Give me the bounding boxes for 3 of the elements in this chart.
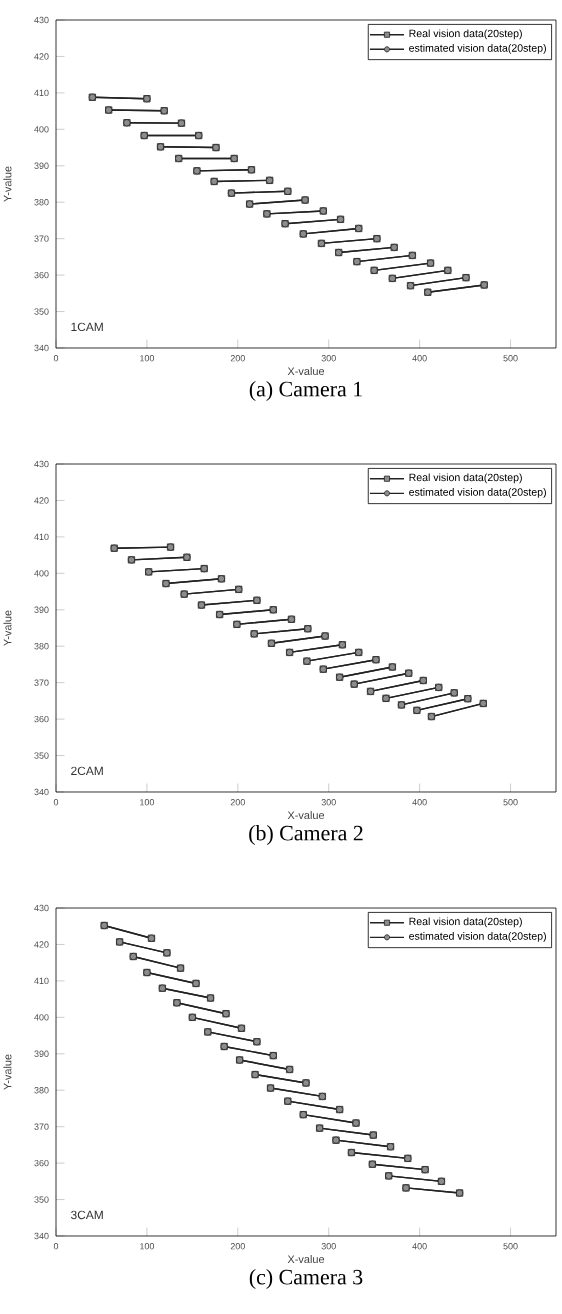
text: (b) Camera 2	[249, 825, 363, 845]
text: (c) Camera 3	[249, 1269, 363, 1289]
text: (a) Camera 1	[249, 381, 362, 401]
